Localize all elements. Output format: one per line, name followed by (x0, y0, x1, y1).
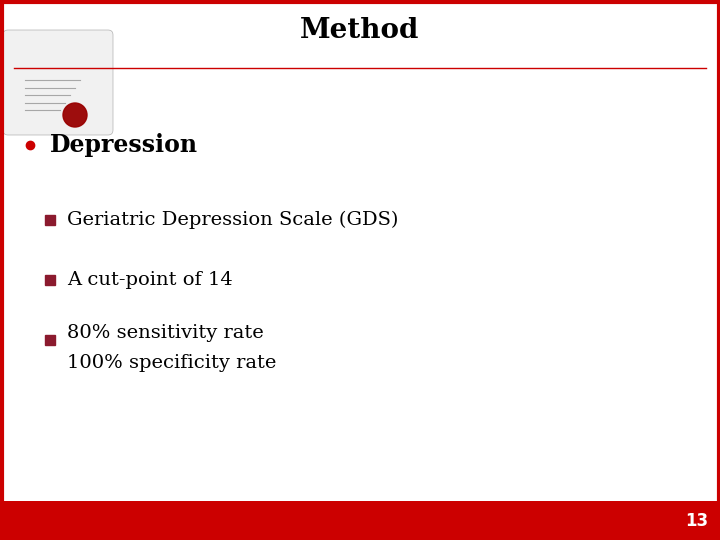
Circle shape (63, 103, 87, 127)
Text: Geriatric Depression Scale (GDS): Geriatric Depression Scale (GDS) (67, 211, 398, 229)
Text: 100% specificity rate: 100% specificity rate (67, 354, 276, 372)
Text: 13: 13 (685, 511, 708, 530)
FancyBboxPatch shape (3, 30, 113, 135)
Text: Depression: Depression (50, 133, 198, 157)
Bar (45, 335, 55, 345)
Text: Method: Method (300, 17, 420, 44)
Text: A cut-point of 14: A cut-point of 14 (67, 271, 233, 289)
Bar (0, 501, 720, 540)
Bar (45, 215, 55, 225)
Bar (45, 275, 55, 285)
Text: 80% sensitivity rate: 80% sensitivity rate (67, 323, 264, 341)
